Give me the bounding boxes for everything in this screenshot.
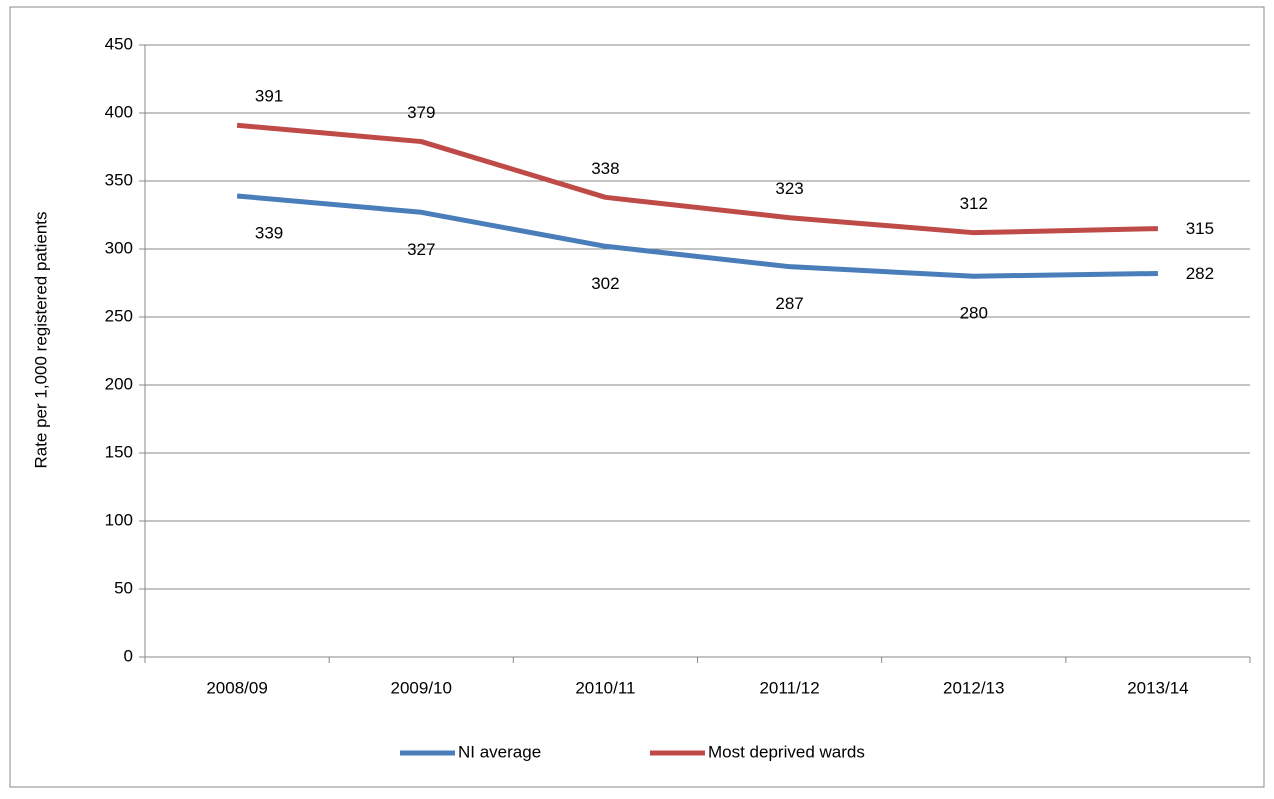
y-tick-label: 350 (105, 170, 133, 189)
x-tick-label: 2009/10 (391, 678, 452, 697)
data-label: 315 (1186, 219, 1214, 238)
chart-border (9, 6, 1265, 788)
data-label: 327 (407, 240, 435, 259)
data-label: 282 (1186, 264, 1214, 283)
y-tick-label: 200 (105, 374, 133, 393)
y-tick-label: 300 (105, 238, 133, 257)
x-tick-label: 2008/09 (206, 678, 267, 697)
data-label: 338 (591, 159, 619, 178)
data-label: 391 (255, 87, 283, 106)
y-tick-label: 50 (114, 578, 133, 597)
y-tick-label: 450 (105, 34, 133, 53)
data-label: 379 (407, 103, 435, 122)
x-tick-label: 2013/14 (1127, 678, 1188, 697)
data-label: 312 (960, 194, 988, 213)
legend-label: Most deprived wards (708, 742, 865, 761)
y-tick-label: 100 (105, 510, 133, 529)
data-label: 287 (775, 294, 803, 313)
data-label: 339 (255, 223, 283, 242)
y-tick-label: 400 (105, 102, 133, 121)
data-label: 302 (591, 274, 619, 293)
x-tick-label: 2011/12 (759, 678, 819, 697)
data-label: 323 (775, 179, 803, 198)
data-label: 280 (960, 304, 988, 323)
x-tick-label: 2012/13 (943, 678, 1004, 697)
y-axis-label: Rate per 1,000 registered patients (31, 211, 50, 468)
legend-label: NI average (458, 742, 541, 761)
series-line (236, 122, 1158, 236)
x-tick-label: 2010/11 (575, 678, 635, 697)
y-tick-label: 250 (105, 306, 133, 325)
y-tick-label: 150 (105, 442, 133, 461)
series-line (236, 193, 1158, 279)
y-tick-label: 0 (124, 646, 133, 665)
